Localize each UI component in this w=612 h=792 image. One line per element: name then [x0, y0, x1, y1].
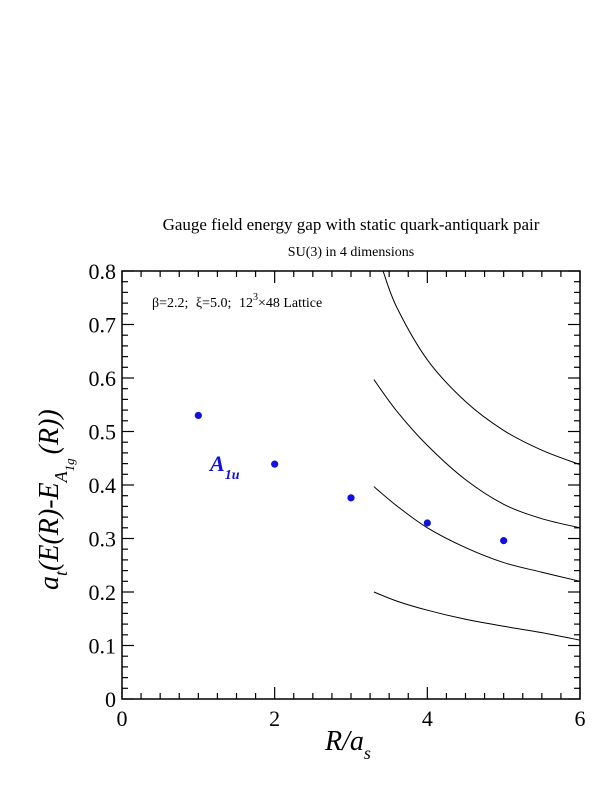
y-axis-label-post: (R))	[34, 409, 65, 454]
plot-frame	[121, 270, 581, 700]
y-axis-label-mid: (E(R)-E	[34, 482, 65, 571]
beta-value: β=2.2;	[152, 296, 188, 311]
y-axis-label-1g: 1g	[62, 458, 77, 472]
y-tick-label: 0.2	[89, 580, 117, 605]
x-tick-label: 4	[422, 706, 433, 731]
series-label-sub: 1u	[225, 468, 240, 483]
data-point	[347, 494, 355, 502]
y-tick-label: 0.6	[89, 366, 117, 391]
series-label-a1u: A1u	[208, 451, 240, 483]
data-point	[500, 537, 508, 545]
chart-title: Gauge field energy gap with static quark…	[163, 215, 540, 234]
y-tick-label: 0.5	[89, 420, 117, 445]
axis-ticks	[121, 270, 581, 700]
lattice-annotation: β=2.2; ξ=5.0; 123×48 Lattice	[152, 292, 322, 311]
y-axis-label-A: A	[51, 470, 71, 483]
lattice-rest: ×48 Lattice	[258, 296, 322, 311]
data-point	[423, 519, 431, 527]
x-tick-label: 6	[575, 706, 586, 731]
lattice-exponent: 3	[253, 292, 258, 303]
curve-3	[373, 379, 581, 529]
curve-4	[382, 270, 581, 466]
curves	[373, 270, 581, 641]
data-point	[194, 411, 202, 420]
chart-subtitle: SU(3) in 4 dimensions	[288, 245, 414, 260]
series-label-main: A	[208, 451, 225, 476]
x-axis-label-main: R/a	[324, 726, 364, 757]
x-axis-label-sub: s	[364, 743, 371, 763]
curve-1	[373, 591, 581, 641]
data-point	[271, 460, 279, 468]
axis-tick-labels: 0 2 4 6 0 0.1 0.2 0.3 0.4 0.5 0.6 0.7 0.8	[89, 259, 586, 731]
y-axis-label-t: t	[51, 570, 71, 576]
y-tick-label: 0	[105, 687, 116, 712]
y-tick-label: 0.3	[89, 527, 117, 552]
x-tick-label: 2	[269, 706, 280, 731]
y-axis-label: at(E(R)-EA1g (R))	[34, 409, 77, 590]
x-tick-label: 0	[117, 706, 128, 731]
y-tick-label: 0.1	[89, 634, 117, 659]
lattice-size: 12	[239, 296, 253, 311]
y-tick-label: 0.7	[89, 313, 117, 338]
y-axis-label-a: a	[34, 576, 65, 590]
curve-2	[373, 486, 581, 582]
x-axis-label: R/as	[324, 726, 371, 763]
data-points	[194, 411, 508, 545]
xi-value: ξ=5.0;	[196, 296, 232, 311]
y-tick-label: 0.8	[89, 259, 117, 284]
y-tick-label: 0.4	[89, 473, 117, 498]
